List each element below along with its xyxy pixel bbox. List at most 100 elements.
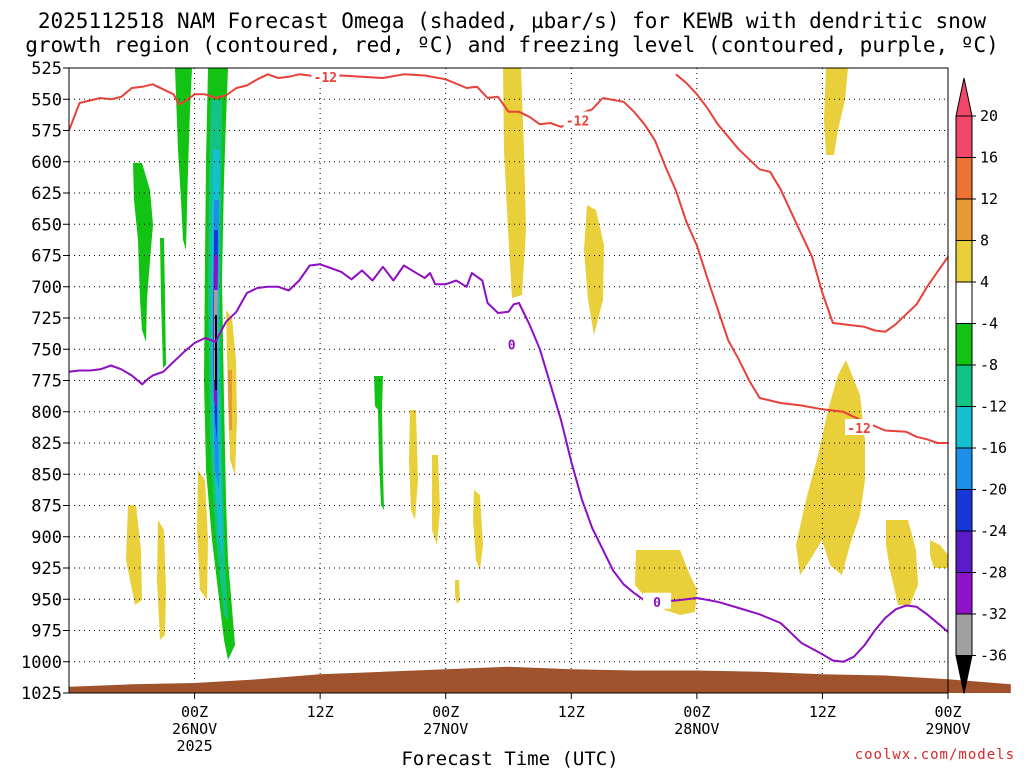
- colorbar-label: 20: [980, 107, 998, 125]
- y-tick-label: 925: [31, 559, 62, 579]
- omega-area-yellow-left-low2: [157, 520, 166, 640]
- omega-area-yellow-mid1: [584, 205, 604, 335]
- colorbar-segment: [955, 489, 973, 532]
- omega-area-green-left: [133, 163, 153, 342]
- colorbar-segment: [955, 323, 973, 366]
- x-tick-label: 00Z: [432, 703, 459, 721]
- x-axis-label: Forecast Time (UTC): [401, 748, 618, 768]
- omega-area-yellow-mid4: [473, 490, 483, 570]
- x-tick-label: 00Z: [683, 703, 710, 721]
- x-tick-label: 00Z: [181, 703, 208, 721]
- y-tick-label: 575: [31, 122, 62, 142]
- y-tick-label: 725: [31, 309, 62, 329]
- x-tick-label: 29NOV: [925, 720, 970, 738]
- colorbar-segment: [955, 447, 973, 490]
- colorbar-label: -16: [980, 439, 1007, 457]
- omega-area-yellow-mid3: [432, 455, 440, 545]
- colorbar-bottom-arrow: [955, 655, 973, 694]
- colorbar-segment: [955, 198, 973, 241]
- x-tick-label: 00Z: [934, 703, 961, 721]
- x-tick-label: 2025: [177, 737, 213, 755]
- dgz-contour-line: [69, 73, 604, 131]
- colorbar-label: -24: [980, 522, 1007, 540]
- omega-area-yellow-right-edge: [930, 540, 948, 568]
- dgz-contour-line: [602, 97, 948, 444]
- dgz-contour-label-bg: [311, 68, 340, 84]
- freezing-level-label-bg: [643, 592, 672, 609]
- y-tick-label: 800: [31, 403, 62, 423]
- omega-area-yellow-mid5: [455, 580, 460, 604]
- y-tick-label: 750: [31, 340, 62, 360]
- y-tick-label: 550: [31, 90, 62, 110]
- omega-area-yellow-left-low1: [126, 505, 142, 605]
- freezing-level-contour-line: [69, 263, 948, 663]
- colorbar-label: -36: [980, 647, 1007, 665]
- chart-title-line2: growth region (contoured, red, ºC) and f…: [25, 33, 999, 57]
- colorbar-segment: [955, 115, 973, 158]
- y-tick-label: 700: [31, 278, 62, 298]
- omega-area-yellow-upper-mid: [503, 68, 526, 298]
- omega-area-orange-sliver: [228, 370, 232, 430]
- colorbar-label: -12: [980, 398, 1007, 416]
- dgz-contour-label: -12: [566, 115, 589, 130]
- colorbar-label: -4: [980, 315, 998, 333]
- y-tick-label: 1000: [21, 653, 62, 673]
- dgz-contour-label: -12: [847, 422, 870, 437]
- credit-text: coolwx.com/models: [855, 747, 1015, 763]
- colorbar-segment: [955, 240, 973, 283]
- y-tick-label: 875: [31, 497, 62, 517]
- x-tick-label: 12Z: [307, 703, 334, 721]
- y-tick-label: 625: [31, 184, 62, 204]
- colorbar-segment: [955, 613, 973, 656]
- contour-layer: -12 -12 -12 0 0: [69, 68, 948, 663]
- colorbar-label: -8: [980, 356, 998, 374]
- y-axis: 525 550 575 600 625 650 675 700 725 750 775 800 825 8…: [21, 59, 69, 704]
- freezing-level-label: 0: [508, 338, 516, 353]
- y-tick-label: 525: [31, 59, 62, 79]
- colorbar-label: -32: [980, 605, 1007, 623]
- dgz-contour-label-bg: [563, 111, 592, 128]
- colorbar: 20 16 12 8 4 -4 -8 -12 -16 -20 -24 -28 -32 -36: [955, 77, 1007, 694]
- omega-area-black-core: [215, 315, 217, 390]
- colorbar-segment: [955, 572, 973, 615]
- colorbar-label: 16: [980, 149, 998, 167]
- x-tick-label: 28NOV: [674, 720, 719, 738]
- y-tick-label: 600: [31, 153, 62, 173]
- x-tick-label: 12Z: [558, 703, 585, 721]
- y-tick-label: 850: [31, 465, 62, 485]
- terrain-fill: [69, 666, 1011, 693]
- omega-area-yellow-right-low: [886, 520, 918, 605]
- dgz-contour-label: -12: [314, 71, 337, 86]
- colorbar-segment: [955, 364, 973, 407]
- y-tick-label: 975: [31, 622, 62, 642]
- colorbar-label: -28: [980, 564, 1007, 582]
- freezing-level-label: 0: [653, 596, 661, 611]
- colorbar-segment: [955, 157, 973, 200]
- y-tick-label: 825: [31, 434, 62, 454]
- colorbar-label: 12: [980, 190, 998, 208]
- y-tick-label: 775: [31, 372, 62, 392]
- dgz-contour-label-bg: [845, 419, 874, 435]
- x-tick-label: 26NOV: [172, 720, 217, 738]
- omega-area-green-small1: [160, 238, 166, 368]
- colorbar-label: 8: [980, 232, 989, 250]
- x-tick-label: 27NOV: [423, 720, 468, 738]
- omega-area-yellow-right-top: [824, 68, 848, 155]
- chart-title-line1: 2025112518 NAM Forecast Omega (shaded, µ…: [38, 9, 987, 33]
- omega-area-green-upper: [175, 68, 192, 250]
- colorbar-label: -20: [980, 481, 1007, 499]
- dgz-contour-line: [675, 73, 948, 333]
- y-tick-label: 950: [31, 590, 62, 610]
- y-tick-label: 650: [31, 215, 62, 235]
- colorbar-segment: [955, 281, 973, 324]
- x-tick-label: 12Z: [809, 703, 836, 721]
- colorbar-segment: [955, 406, 973, 449]
- colorbar-label: 4: [980, 273, 989, 291]
- colorbar-segment: [955, 530, 973, 573]
- freezing-level-label-bg: [497, 335, 526, 352]
- y-tick-label: 900: [31, 528, 62, 548]
- y-tick-label: 1025: [21, 684, 62, 704]
- omega-area-yellow-mid2: [409, 410, 418, 520]
